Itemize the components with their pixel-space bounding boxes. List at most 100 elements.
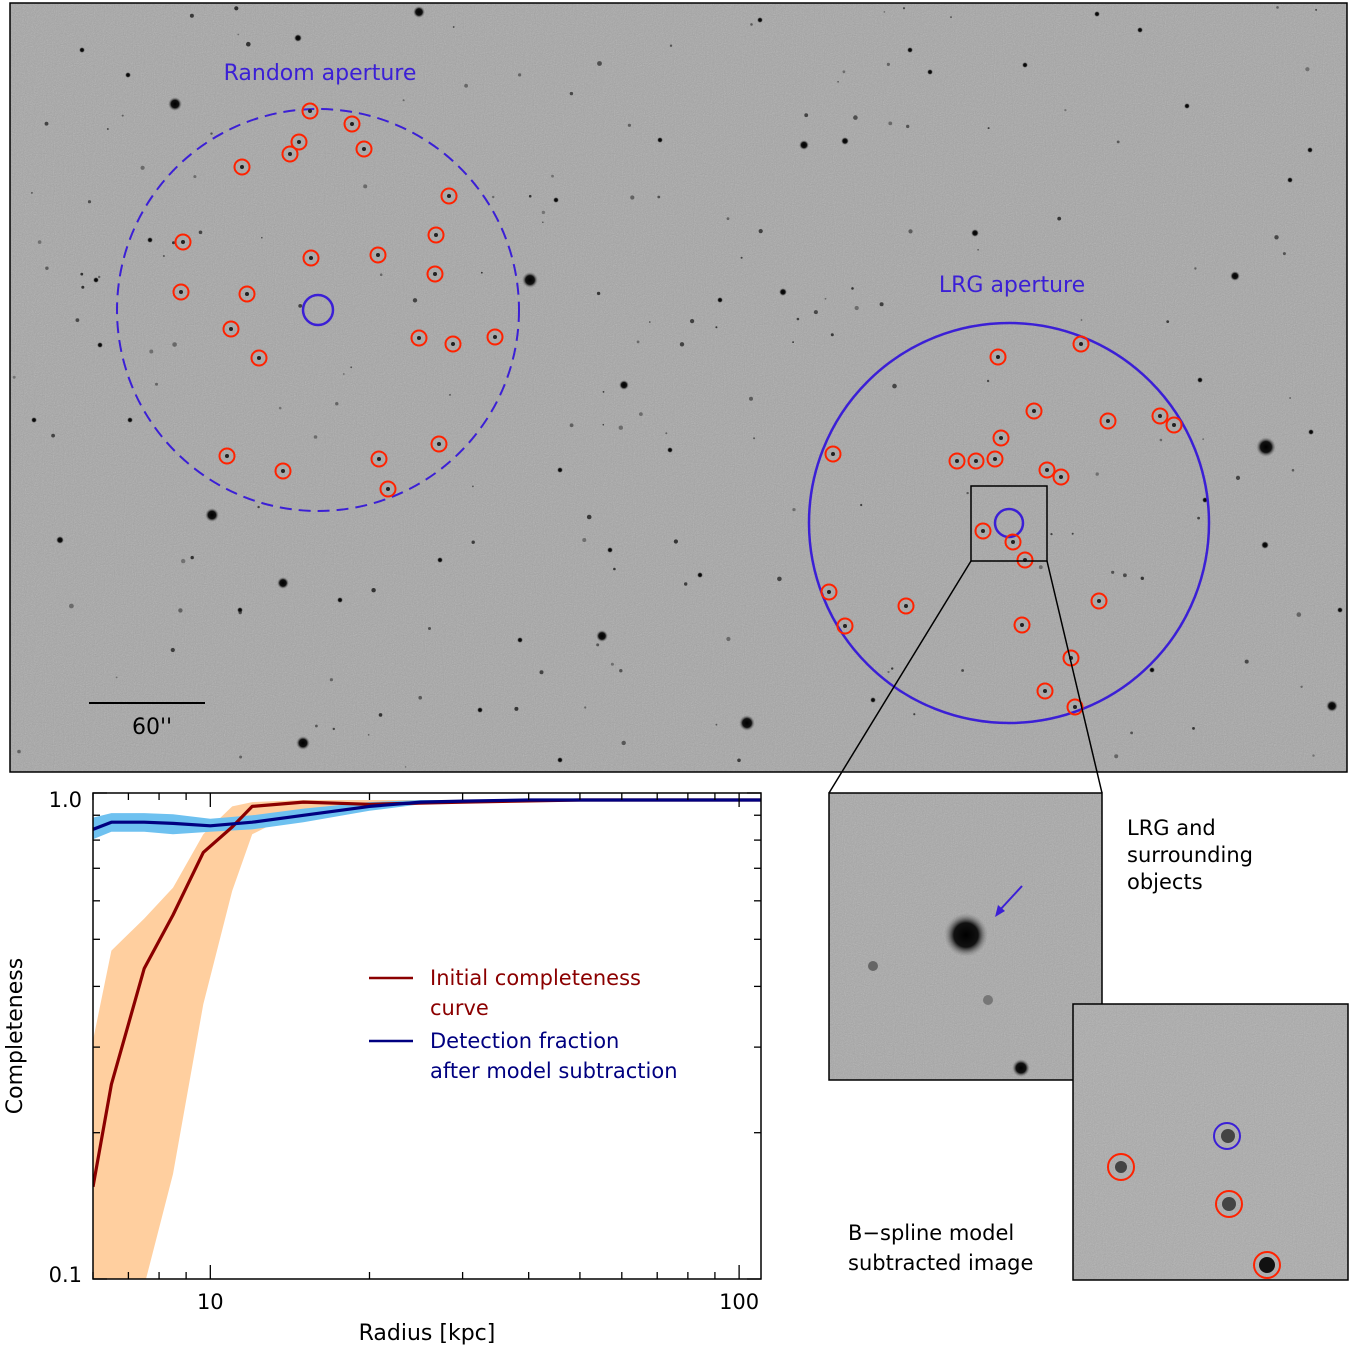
detected-object <box>1020 623 1024 627</box>
detected-object-marker <box>974 522 992 540</box>
inset-faint-2 <box>983 995 993 1005</box>
inset2-object-2 <box>1115 1161 1127 1173</box>
random-aperture-circle <box>116 108 520 512</box>
detected-object <box>1059 475 1063 479</box>
sky-faint-source <box>69 603 74 609</box>
sky-faint-source <box>986 379 990 383</box>
sky-faint-source <box>758 229 763 234</box>
detected-object-marker <box>440 187 458 205</box>
sky-faint-source <box>569 91 574 96</box>
y-tick-label: 0.1 <box>49 1263 82 1287</box>
sky-faint-source <box>860 503 863 507</box>
sky-faint-source <box>371 588 376 593</box>
sky-faint-source <box>851 287 854 290</box>
sky-faint-source <box>246 41 251 47</box>
detected-object <box>831 452 835 456</box>
sky-faint-source <box>350 366 353 369</box>
sky-faint-source <box>715 723 718 726</box>
sky-faint-source <box>886 62 891 66</box>
sky-faint-source <box>379 273 383 277</box>
sky-faint-source <box>892 383 897 389</box>
detected-object <box>1043 689 1047 693</box>
sky-star <box>337 597 343 603</box>
inset-lrg-frame <box>828 792 1103 1081</box>
inset-top-label-line2: surrounding <box>1127 843 1253 867</box>
detected-object-marker <box>370 450 388 468</box>
sky-faint-source <box>813 310 818 315</box>
sky-faint-source <box>1312 754 1315 757</box>
detected-object <box>1011 540 1015 544</box>
sky-faint-source <box>542 221 544 224</box>
detected-object <box>1045 468 1049 472</box>
detected-object <box>974 459 978 463</box>
detected-object <box>996 355 1000 359</box>
sky-faint-source <box>950 16 952 19</box>
lrg-aperture-label: LRG aperture <box>939 273 1085 298</box>
sky-faint-source <box>597 61 602 66</box>
detected-object-marker <box>824 445 842 463</box>
sky-faint-source <box>750 23 753 26</box>
sky-faint-source <box>737 758 741 763</box>
sky-faint-source <box>278 406 282 410</box>
sky-faint-source <box>342 373 345 375</box>
detected-object-marker <box>1062 649 1080 667</box>
sky-faint-source <box>1282 252 1286 256</box>
sky-star <box>1337 607 1343 613</box>
y-tick-label: 1.0 <box>49 788 82 812</box>
sky-faint-source <box>170 647 175 653</box>
sky-faint-source <box>238 610 242 615</box>
sky-faint-source <box>888 121 893 126</box>
sky-faint-source <box>792 341 794 343</box>
sky-star <box>517 637 523 643</box>
sky-star <box>1149 667 1155 673</box>
inset-bottom-label-line2: subtracted image <box>848 1251 1033 1275</box>
detected-object-marker <box>274 462 292 480</box>
sky-faint-source <box>140 165 145 170</box>
detected-object-marker <box>1036 682 1054 700</box>
inset-lrg-original <box>828 792 1103 1081</box>
sky-faint-source <box>913 713 916 716</box>
sky-star <box>294 34 302 42</box>
sky-faint-source <box>464 83 468 88</box>
sky-faint-source <box>514 706 519 711</box>
sky-star <box>205 508 219 522</box>
sky-faint-source <box>883 11 886 13</box>
detected-object-marker <box>897 597 915 615</box>
sky-star <box>841 137 849 145</box>
detected-object-marker <box>1004 533 1022 551</box>
detected-object-marker <box>820 583 838 601</box>
sky-faint-source <box>155 382 158 386</box>
sky-faint-source <box>887 670 890 674</box>
sky-faint-source <box>1123 573 1127 578</box>
sky-faint-source <box>596 291 601 296</box>
sky-star <box>437 557 443 563</box>
sky-faint-source <box>796 317 800 321</box>
sky-faint-source <box>45 266 49 270</box>
sky-star <box>522 272 538 288</box>
detected-object-marker <box>967 452 985 470</box>
detected-object <box>225 454 229 458</box>
sky-faint-source <box>613 567 616 571</box>
detected-object <box>955 459 959 463</box>
sky-faint-source <box>649 321 651 323</box>
sky-faint-source <box>12 375 16 379</box>
sky-faint-source <box>404 766 407 768</box>
scale-bar-label: 60'' <box>132 715 172 740</box>
sky-faint-source <box>528 194 532 198</box>
sky-faint-source <box>189 13 194 18</box>
sky-faint-source <box>1291 468 1295 472</box>
sky-faint-source <box>657 195 661 199</box>
sky-faint-source <box>679 342 685 347</box>
sky-faint-source <box>1038 565 1043 570</box>
inset2-object-1 <box>1221 1129 1235 1143</box>
sky-faint-source <box>726 636 731 642</box>
inset-lrg-galaxy <box>944 913 988 957</box>
sky-faint-source <box>37 240 42 244</box>
sky-faint-source <box>961 669 964 672</box>
detected-object <box>350 122 354 126</box>
sky-faint-source <box>315 724 318 728</box>
detected-object <box>437 442 441 446</box>
sky-star <box>779 288 787 296</box>
sky-faint-source <box>378 713 383 717</box>
